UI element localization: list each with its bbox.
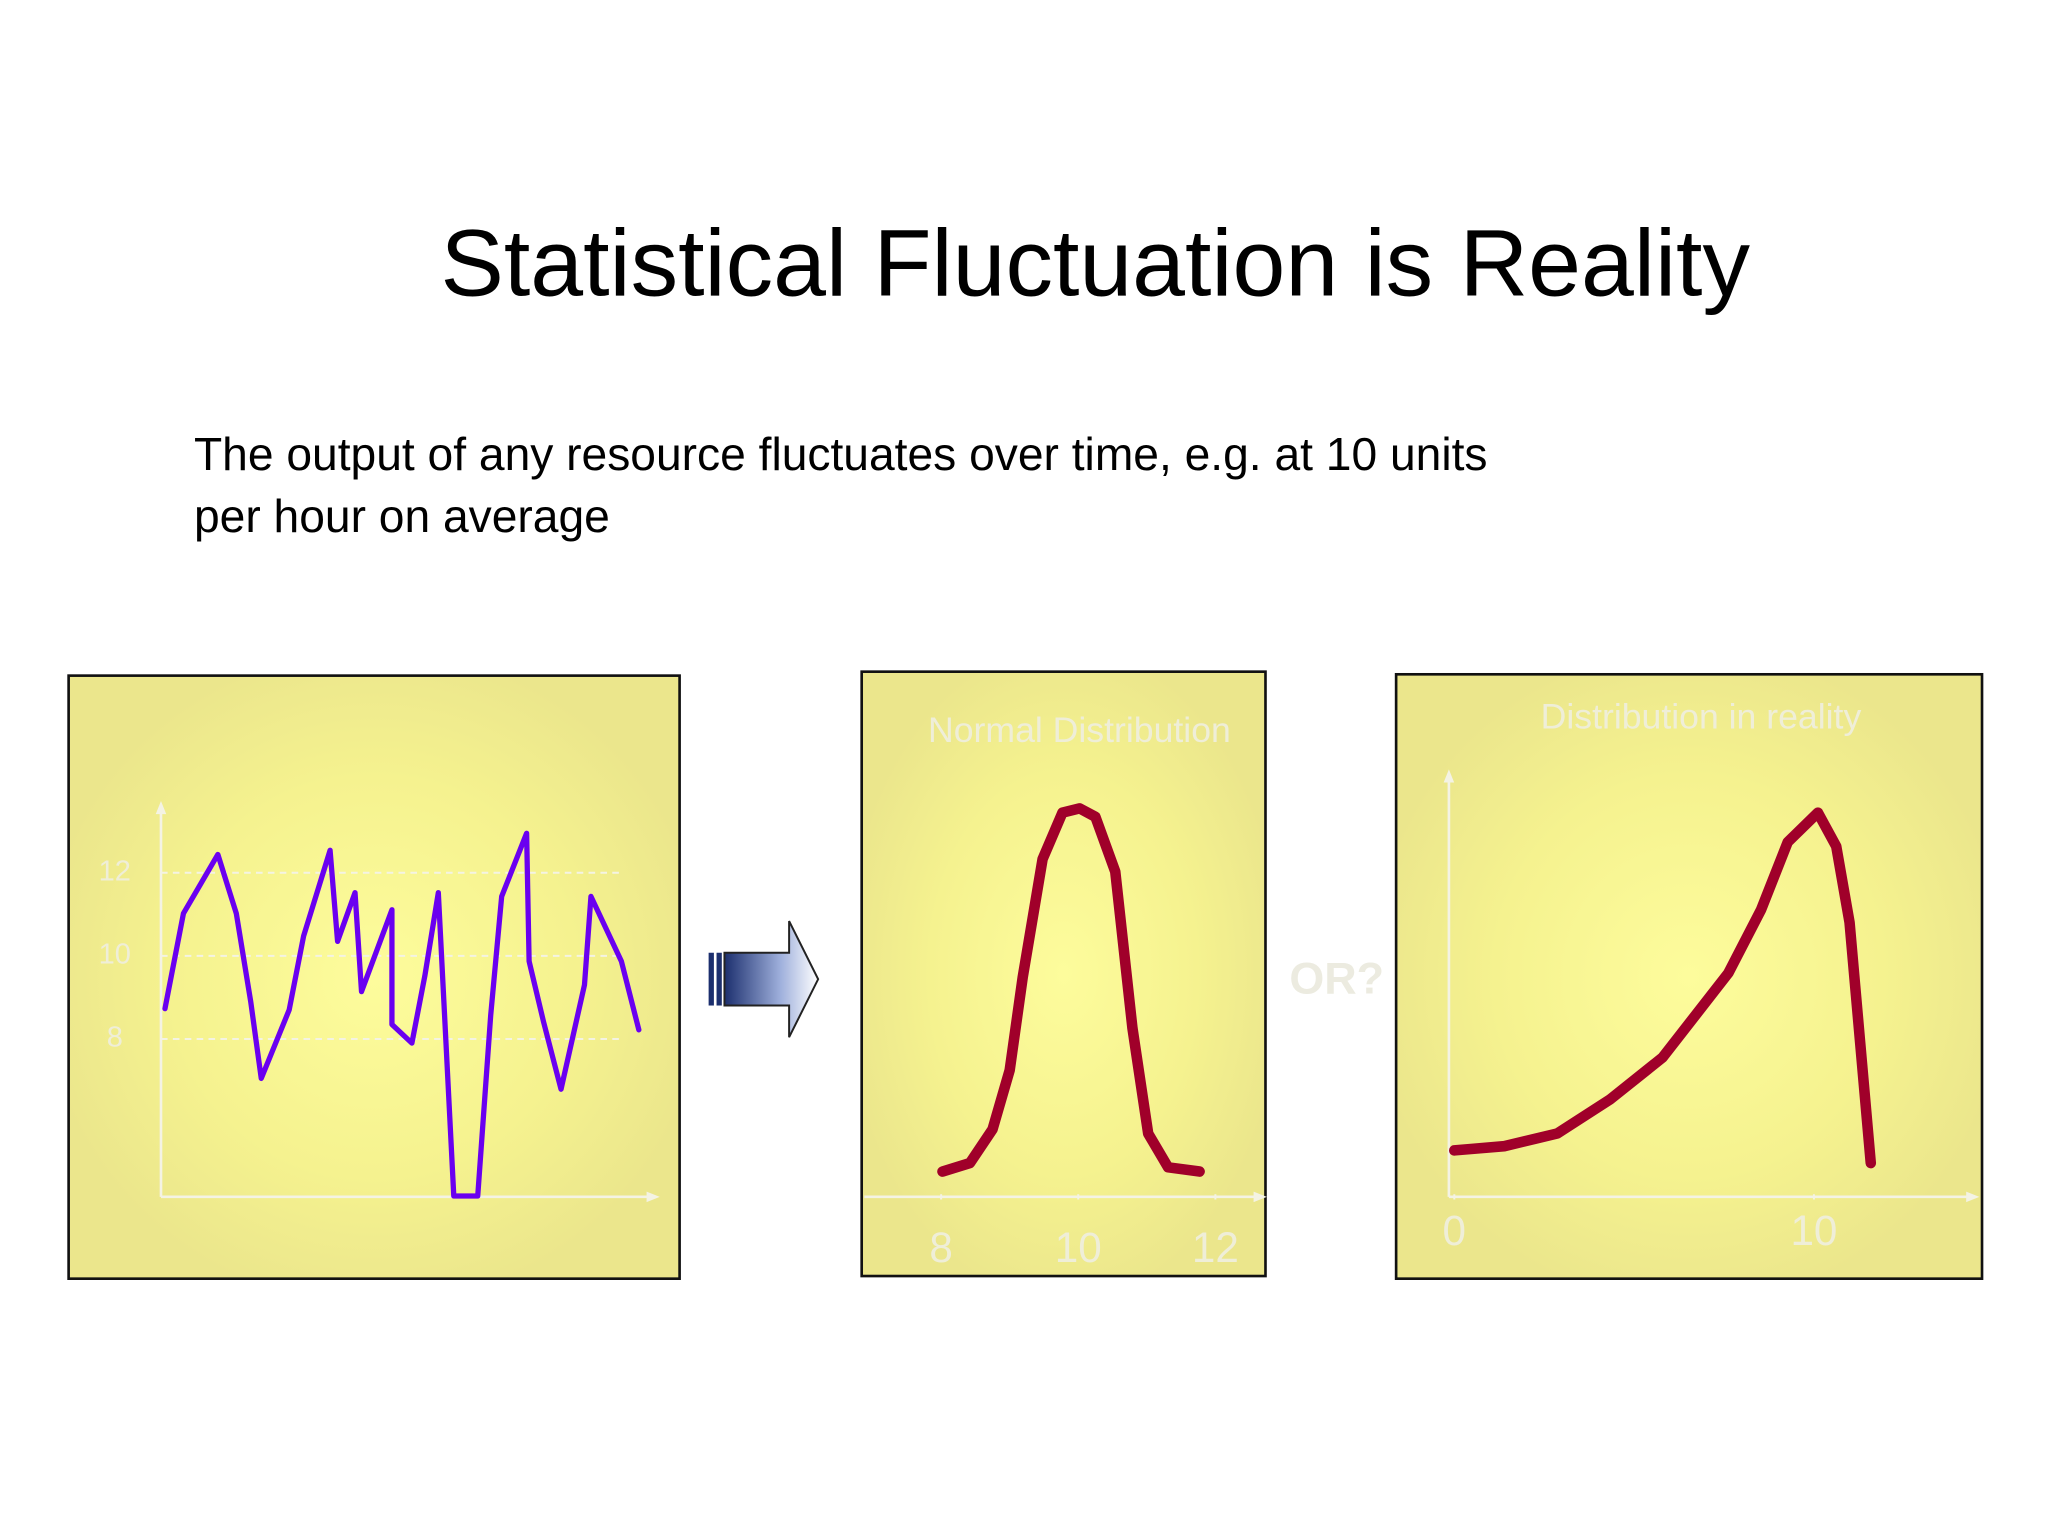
data-line [162, 830, 642, 1199]
x-tick-label: 10 [1790, 1207, 1837, 1254]
x-tick-label: 8 [929, 1224, 952, 1271]
data-line [937, 803, 1205, 1177]
chart-background [860, 670, 1267, 1278]
x-axis-arrow [1253, 1191, 1267, 1203]
y-tick-label: 8 [107, 1022, 123, 1054]
chart-title: Normal Distribution [928, 710, 1231, 750]
y-tick-label: 12 [99, 855, 131, 887]
x-axis-arrow [1966, 1191, 1980, 1203]
y-axis-arrow [1443, 769, 1455, 783]
y-axis-arrow [155, 800, 167, 815]
chart: Normal Distribution 8 10 12 [860, 670, 1267, 1278]
chart: Distribution in reality 0 10 [1394, 672, 1984, 1280]
chart-background [1394, 672, 1984, 1280]
x-tick-label: 12 [1192, 1224, 1239, 1271]
x-tick-label: 10 [1055, 1224, 1102, 1271]
body-text: per hour on average [194, 490, 610, 542]
x-axis-arrow [646, 1191, 660, 1203]
chart-title: Distribution in reality [1541, 697, 1862, 737]
body-text: The output of any resource fluctuates ov… [194, 428, 1488, 480]
annotation: OR? [1289, 953, 1384, 1004]
slide-title: Statistical Fluctuation is Reality [441, 211, 1751, 317]
x-tick-label: 0 [1443, 1207, 1466, 1254]
arrow [708, 920, 820, 1038]
chart: 8 10 12 [67, 674, 681, 1280]
y-tick-label: 10 [99, 939, 131, 971]
data-line [1449, 807, 1877, 1169]
